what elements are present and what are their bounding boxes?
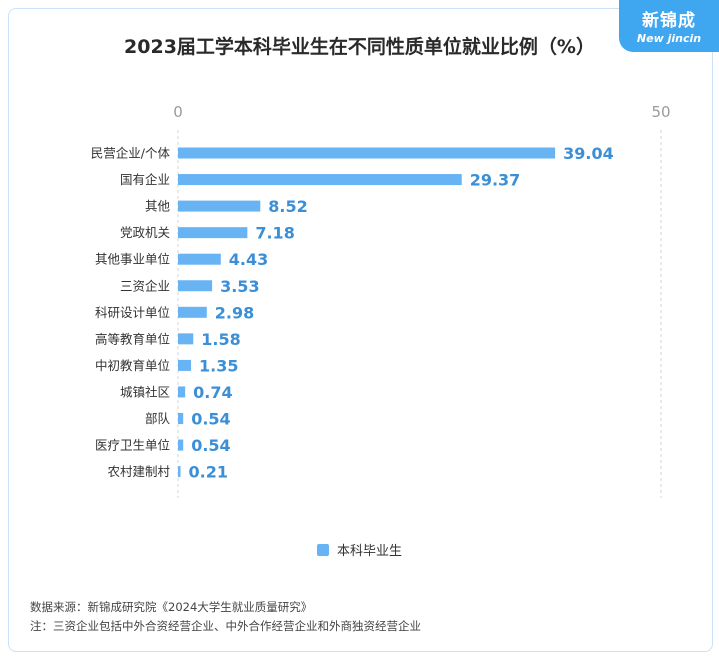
category-label: 三资企业 bbox=[120, 278, 170, 293]
category-label: 部队 bbox=[145, 411, 171, 426]
value-label: 7.18 bbox=[255, 224, 294, 243]
bar bbox=[178, 280, 213, 292]
bar bbox=[178, 333, 194, 345]
x-tick-label: 50 bbox=[651, 103, 670, 121]
category-label: 农村建制村 bbox=[107, 464, 170, 479]
footnote: 注：三资企业包括中外合资经营企业、中外合作经营企业和外商独资经营企业 bbox=[30, 619, 421, 633]
value-label: 0.74 bbox=[193, 383, 232, 402]
value-label: 0.54 bbox=[191, 436, 230, 455]
x-tick-label: 0 bbox=[173, 103, 183, 121]
category-label: 高等教育单位 bbox=[95, 331, 170, 346]
category-label: 其他事业单位 bbox=[95, 252, 170, 267]
category-label: 其他 bbox=[145, 199, 171, 214]
value-label: 1.58 bbox=[201, 330, 240, 349]
bar bbox=[178, 306, 207, 318]
bar bbox=[178, 466, 181, 478]
chart-card bbox=[8, 8, 713, 652]
legend-swatch bbox=[316, 544, 329, 556]
bar bbox=[178, 386, 186, 398]
value-label: 0.21 bbox=[189, 463, 228, 482]
bar bbox=[178, 227, 248, 239]
bar bbox=[178, 147, 556, 159]
brand-logo-en: New jincin bbox=[636, 32, 702, 45]
bar bbox=[178, 200, 261, 212]
bar bbox=[178, 253, 221, 265]
category-label: 国有企业 bbox=[120, 172, 170, 187]
bar bbox=[178, 413, 184, 424]
category-label: 城镇社区 bbox=[120, 384, 170, 399]
chart-title: 2023届工学本科毕业生在不同性质单位就业比例（%） bbox=[124, 36, 595, 58]
category-label: 党政机关 bbox=[120, 225, 170, 240]
bar-chart: 0 50 民营企业/个体 39.04 国有企业 29.37 其他 8.52 党政机关 7.18 其他… bbox=[91, 103, 671, 498]
brand-logo: 新锦成 New jincin bbox=[619, 0, 719, 52]
value-label: 8.52 bbox=[268, 197, 307, 216]
legend-label: 本科毕业生 bbox=[336, 544, 402, 559]
category-label: 科研设计单位 bbox=[95, 305, 170, 320]
category-label: 民营企业/个体 bbox=[91, 146, 171, 161]
category-label: 中初教育单位 bbox=[95, 358, 170, 373]
value-label: 29.37 bbox=[470, 171, 521, 190]
source-note: 数据来源：新锦成研究院《2024大学生就业质量研究》 bbox=[30, 600, 313, 614]
brand-logo-cn: 新锦成 bbox=[642, 11, 696, 31]
bar bbox=[178, 174, 462, 186]
bar bbox=[178, 359, 192, 371]
chart-legend: 本科毕业生 bbox=[0, 540, 719, 559]
value-label: 0.54 bbox=[191, 410, 230, 429]
value-label: 4.43 bbox=[229, 250, 268, 269]
value-label: 3.53 bbox=[220, 277, 259, 296]
chart-footer: 数据来源：新锦成研究院《2024大学生就业质量研究》 注：三资企业包括中外合资经… bbox=[30, 598, 421, 636]
value-label: 2.98 bbox=[215, 303, 254, 322]
category-label: 医疗卫生单位 bbox=[95, 438, 170, 453]
value-label: 1.35 bbox=[199, 356, 238, 375]
bar bbox=[178, 439, 184, 451]
value-label: 39.04 bbox=[563, 144, 614, 163]
